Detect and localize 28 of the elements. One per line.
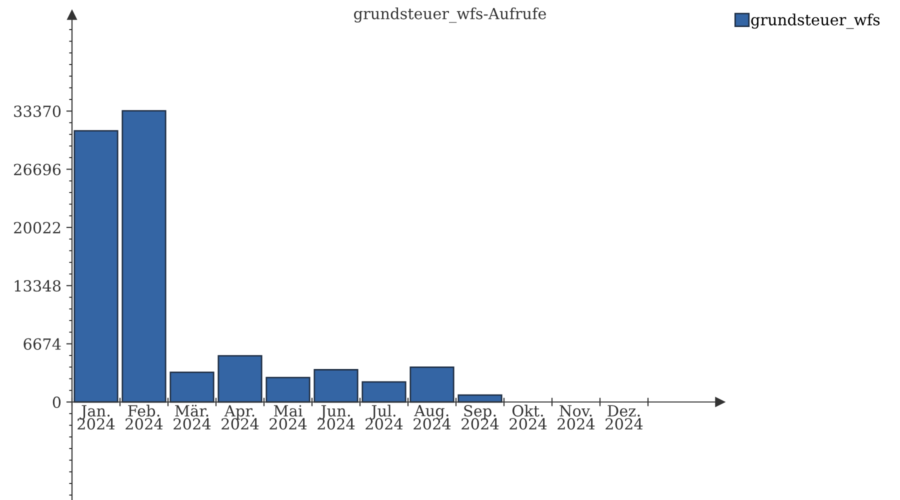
x-tick-label: Apr. 2024 [222,405,259,430]
x-tick-label: Jan. 2024 [78,405,115,430]
bar [170,372,214,403]
y-tick-label: 13348 [14,280,61,292]
legend-label: grundsteuer_wfs [751,14,880,29]
x-tick-label: Mär. 2024 [174,404,211,430]
bar [362,381,406,403]
x-tick-label: Jul. 2024 [366,404,403,430]
x-tick-label: Aug. 2024 [414,405,451,430]
y-tick-label: 20022 [14,222,60,234]
bar [218,355,262,403]
x-tick-label: Jun. 2024 [318,405,355,430]
y-tick-label: 0 [52,396,61,408]
y-tick-label: 33370 [14,106,61,118]
x-tick-label: Dez. 2024 [606,405,643,430]
x-tick-label: Sep. 2024 [462,405,499,430]
bar [314,369,358,403]
y-tick-label: 6674 [24,338,61,350]
bar [122,110,166,403]
x-tick-label: Nov. 2024 [558,405,595,430]
x-tick-label: Mai 2024 [270,405,307,430]
x-tick-label: Feb. 2024 [126,404,163,430]
x-tick-label: Okt. 2024 [510,404,547,430]
bar [74,130,118,403]
y-tick-label: 26696 [14,164,61,176]
bar [410,366,454,403]
bar [266,376,310,403]
chart-title: grundsteuer_wfs-Aufrufe [354,8,546,23]
